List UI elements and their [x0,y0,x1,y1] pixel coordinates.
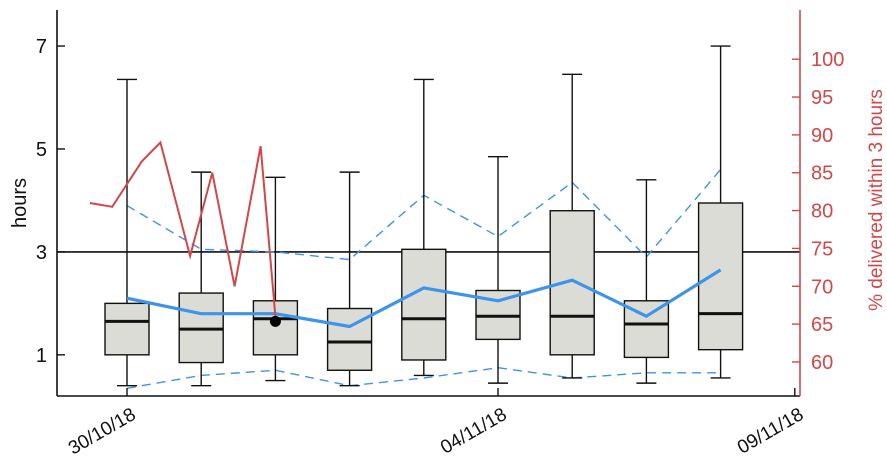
pct-within-3h-line [89,140,277,317]
y-right-tick-label: 60 [811,352,833,374]
series-lines [89,140,722,329]
box-day-9 [697,45,744,379]
y-right-tick-label: 80 [811,201,833,223]
box-iqr [401,248,447,361]
y-left-tick-label: 7 [36,36,47,58]
y-right-tick-label: 75 [811,238,833,260]
y-right-tick-label: 70 [811,276,833,298]
y-right-tick-label: 100 [811,49,844,71]
y-right-tick-label: 85 [811,163,833,185]
box-iqr [697,202,744,351]
boxes [104,45,744,387]
box-day-4 [326,171,373,387]
y-right-tick-label: 90 [811,125,833,147]
box-day-6 [475,155,521,384]
y-right-tick-label: 65 [811,314,833,336]
lower-band-line [126,366,721,389]
box-day-1 [104,78,150,387]
box-iqr [549,210,595,356]
x-tick-label: 30/10/18 [65,404,140,459]
y-left-tick-label: 3 [36,242,47,264]
outlier-point [269,315,281,327]
x-tick-label: 04/11/18 [437,404,510,458]
y-left-tick-label: 5 [36,139,47,161]
box-day-2 [178,171,224,387]
y-left-tick-label: 1 [36,345,47,367]
box-iqr [104,302,150,356]
mean-line [126,268,722,329]
x-tick-label: 09/11/18 [734,404,807,458]
box-day-3 [252,176,299,382]
y-axis-left-label: hours [9,178,31,228]
y-axis-right-label: % delivered within 3 hours [866,89,887,311]
box-day-5 [401,78,447,377]
box-day-8 [623,179,670,384]
y-right-tick-label: 95 [811,87,833,109]
box-day-7 [549,73,595,379]
